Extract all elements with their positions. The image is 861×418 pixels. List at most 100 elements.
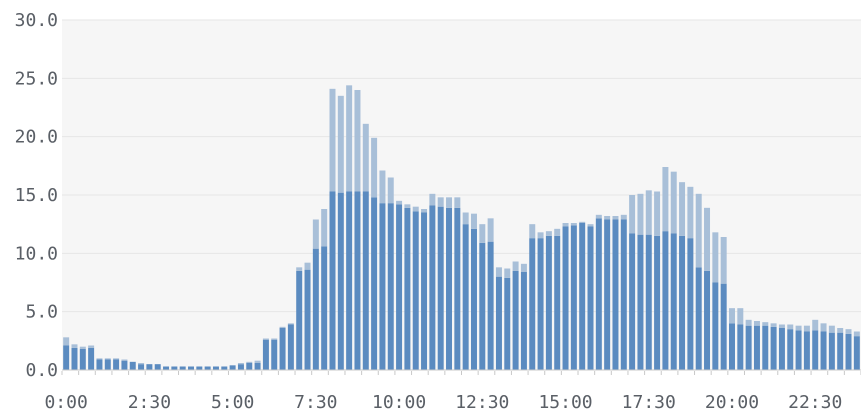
bar-lower <box>770 326 777 370</box>
bar-upper <box>620 214 627 220</box>
bar-upper <box>604 216 611 220</box>
bar-upper <box>321 209 328 247</box>
bar-upper <box>579 221 586 223</box>
bar-upper <box>429 193 436 206</box>
bar-lower <box>687 238 694 370</box>
bar-lower <box>670 233 677 370</box>
bar-upper <box>287 323 294 325</box>
bar-lower <box>629 233 636 370</box>
bar-upper <box>645 190 652 235</box>
bar-lower <box>329 191 336 370</box>
bar-lower <box>71 347 78 370</box>
bar-upper <box>795 325 802 331</box>
bar-lower <box>88 347 95 370</box>
bar-upper <box>271 338 278 340</box>
bar-lower <box>778 328 785 370</box>
bar-lower <box>429 205 436 370</box>
bar-lower <box>662 231 669 370</box>
bar-upper <box>337 95 344 193</box>
bar-upper <box>462 212 469 225</box>
bar-upper <box>354 90 361 192</box>
bar-upper <box>88 345 95 348</box>
bar-upper <box>412 206 419 212</box>
bar-upper <box>71 344 78 348</box>
bar-lower <box>645 234 652 370</box>
bars <box>63 85 860 370</box>
bar-lower <box>637 234 644 370</box>
bar-lower <box>679 235 686 370</box>
bar-upper <box>803 325 810 332</box>
bar-upper <box>371 137 378 198</box>
bar-upper <box>479 224 486 243</box>
bar-lower <box>404 207 411 370</box>
bar-lower <box>604 219 611 370</box>
bar-upper <box>587 224 594 227</box>
bar-lower <box>196 366 203 370</box>
bar-lower <box>79 349 86 370</box>
bar-lower <box>612 219 619 370</box>
y-tick-label: 0.0 <box>25 360 58 381</box>
bar-upper <box>679 182 686 236</box>
bar-lower <box>229 365 236 370</box>
bar-lower <box>237 364 244 370</box>
bar-lower <box>129 361 136 370</box>
bar-lower <box>495 276 502 370</box>
x-axis: 0:00 2:30 5:00 7:30 10:00 12:30 15:00 17:30 20:0… <box>44 392 842 413</box>
bar-lower <box>562 226 569 370</box>
bar-upper <box>828 325 835 333</box>
bar-lower <box>346 191 353 370</box>
bar-lower <box>304 269 311 370</box>
bar-lower <box>113 359 120 370</box>
y-tick-label: 30.0 <box>15 10 58 31</box>
bar-upper <box>845 329 852 334</box>
bar-lower <box>745 325 752 370</box>
bar-lower <box>654 235 661 370</box>
bar-lower <box>104 359 111 370</box>
bar-lower <box>787 329 794 370</box>
bar-lower <box>695 267 702 370</box>
bar-lower <box>379 203 386 370</box>
bar-lower <box>421 212 428 370</box>
bar-upper <box>387 177 394 204</box>
bar-upper <box>545 231 552 236</box>
y-tick-label: 25.0 <box>15 68 58 89</box>
bar-upper <box>470 213 477 229</box>
bar-lower <box>387 203 394 370</box>
bar-lower <box>362 191 369 370</box>
bar-lower <box>138 364 145 370</box>
x-tick-label: 12:30 <box>455 392 509 413</box>
bar-lower <box>470 228 477 370</box>
bar-upper <box>104 358 111 360</box>
x-tick-label: 7:30 <box>294 392 337 413</box>
bar-upper <box>520 263 527 272</box>
bar-lower <box>520 272 527 370</box>
gridlines <box>62 19 861 313</box>
bar-upper <box>637 193 644 235</box>
bar-lower <box>820 331 827 370</box>
bar-lower <box>371 197 378 370</box>
bar-upper <box>812 319 819 331</box>
bar-lower <box>212 366 219 370</box>
bar-lower <box>296 270 303 370</box>
x-tick-label: 20:00 <box>705 392 759 413</box>
bar-upper <box>404 204 411 208</box>
bar-upper <box>770 323 777 327</box>
bar-upper <box>712 232 719 283</box>
bar-upper <box>454 197 461 208</box>
bar-upper <box>504 268 511 278</box>
bar-lower <box>254 363 261 370</box>
bar-lower <box>412 211 419 370</box>
bar-upper <box>537 232 544 239</box>
bar-lower <box>712 282 719 370</box>
bar-upper <box>237 363 244 365</box>
bar-upper <box>612 216 619 220</box>
bar-upper <box>720 237 727 284</box>
bar-lower <box>479 242 486 370</box>
bar-upper <box>138 363 145 365</box>
bar-lower <box>63 345 70 370</box>
bar-lower <box>837 332 844 370</box>
bar-upper <box>362 123 369 192</box>
bar-lower <box>570 225 577 370</box>
x-tick-label: 17:30 <box>622 392 676 413</box>
